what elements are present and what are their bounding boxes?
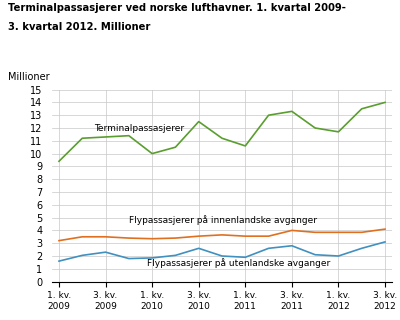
Text: Flypassasjerer på utenlandske avganger: Flypassasjerer på utenlandske avganger bbox=[148, 258, 331, 268]
Text: Flypassasjerer på innenlandske avganger: Flypassasjerer på innenlandske avganger bbox=[129, 215, 317, 225]
Text: Terminalpassasjerer ved norske lufthavner. 1. kvartal 2009-: Terminalpassasjerer ved norske lufthavne… bbox=[8, 3, 346, 13]
Text: Terminalpassasjerer: Terminalpassasjerer bbox=[94, 124, 184, 133]
Text: Millioner: Millioner bbox=[8, 72, 50, 82]
Text: 3. kvartal 2012. Millioner: 3. kvartal 2012. Millioner bbox=[8, 22, 150, 32]
